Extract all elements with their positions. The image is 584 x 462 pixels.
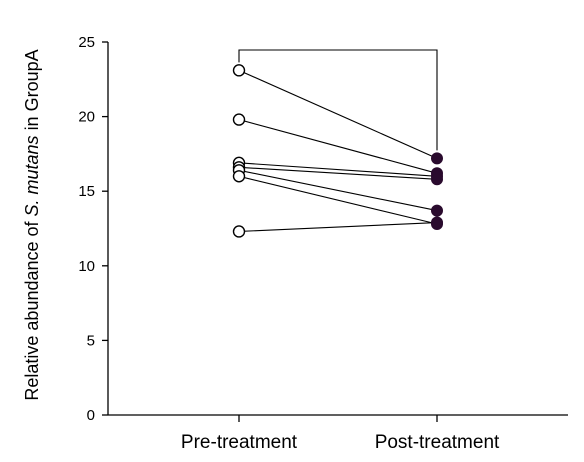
axes <box>107 42 568 416</box>
data-markers <box>232 64 443 238</box>
paired-connector-line <box>238 166 438 180</box>
pre-treatment-point <box>232 225 246 238</box>
paired-connector-line <box>238 169 438 212</box>
y-tick-label: 25 <box>78 34 95 51</box>
y-axis-title-prefix: Relative abundance of <box>22 216 42 400</box>
post-treatment-point <box>431 173 443 186</box>
comparison-bracket <box>238 49 438 151</box>
post-treatment-point <box>431 216 443 229</box>
pair-lines <box>238 69 438 233</box>
paired-connector-line <box>238 175 438 225</box>
y-tick-label: 10 <box>78 258 95 275</box>
y-axis-title: Relative abundance of S. mutans in Group… <box>22 49 42 400</box>
pre-treatment-point <box>232 64 246 77</box>
pre-treatment-point <box>232 170 246 183</box>
paired-connector-line <box>238 69 438 159</box>
y-tick-label: 20 <box>78 109 95 126</box>
y-tick-label: 15 <box>78 183 95 200</box>
y-tick-label: 0 <box>87 407 95 424</box>
x-category-label: Post-treatment <box>375 432 500 453</box>
paired-connector-line <box>238 221 438 233</box>
post-treatment-point <box>431 152 443 165</box>
paired-connector-line <box>238 119 438 174</box>
x-category-label: Pre-treatment <box>181 432 298 453</box>
y-axis-title-species: S. mutans <box>22 135 42 216</box>
y-ticks: 0 5 10 15 20 25 <box>78 34 108 424</box>
x-ticks: Pre-treatment Post-treatment <box>181 415 500 453</box>
pre-treatment-point <box>232 113 246 126</box>
y-tick-label: 5 <box>87 332 95 349</box>
post-treatment-point <box>431 204 443 217</box>
y-axis-title-suffix: in GroupA <box>22 49 42 135</box>
paired-connector-line <box>238 162 438 177</box>
